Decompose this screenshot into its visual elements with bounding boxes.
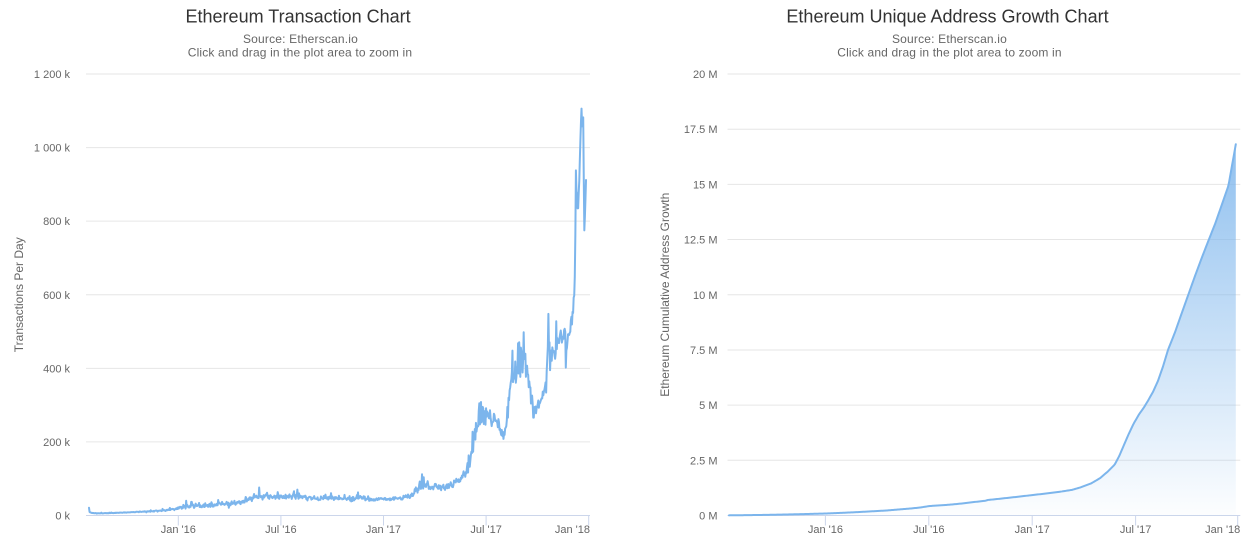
svg-text:7.5 M: 7.5 M	[690, 345, 718, 357]
svg-text:1 000 k: 1 000 k	[34, 143, 71, 155]
svg-text:20 M: 20 M	[693, 69, 717, 81]
svg-text:15 M: 15 M	[693, 179, 717, 191]
svg-text:10 M: 10 M	[693, 290, 717, 302]
svg-text:12.5 M: 12.5 M	[684, 235, 718, 247]
svg-text:Jul '16: Jul '16	[913, 524, 944, 536]
svg-text:Transactions Per Day: Transactions Per Day	[12, 237, 26, 352]
svg-text:Jan '16: Jan '16	[808, 524, 843, 536]
svg-text:Jan '17: Jan '17	[366, 524, 401, 536]
svg-text:0 k: 0 k	[55, 511, 70, 523]
svg-text:Click and drag in the plot are: Click and drag in the plot area to zoom …	[837, 46, 1061, 60]
svg-text:0 M: 0 M	[699, 511, 717, 523]
svg-text:17.5 M: 17.5 M	[684, 124, 718, 136]
svg-text:600 k: 600 k	[43, 290, 70, 302]
svg-text:Jan '16: Jan '16	[161, 524, 196, 536]
svg-text:Source: Etherscan.io: Source: Etherscan.io	[243, 32, 358, 46]
svg-text:Jul '17: Jul '17	[470, 524, 501, 536]
svg-text:1 200 k: 1 200 k	[34, 69, 71, 81]
svg-text:Click and drag in the plot are: Click and drag in the plot area to zoom …	[188, 46, 412, 60]
svg-text:Ethereum Unique Address Growth: Ethereum Unique Address Growth Chart	[786, 6, 1108, 26]
svg-text:5 M: 5 M	[699, 400, 717, 412]
svg-text:800 k: 800 k	[43, 216, 70, 228]
svg-text:Jan '18: Jan '18	[1205, 524, 1240, 536]
svg-text:400 k: 400 k	[43, 363, 70, 375]
svg-text:Jul '17: Jul '17	[1120, 524, 1151, 536]
svg-text:Ethereum Cumulative Address Gr: Ethereum Cumulative Address Growth	[658, 193, 672, 397]
svg-text:200 k: 200 k	[43, 437, 70, 449]
svg-text:Ethereum Transaction Chart: Ethereum Transaction Chart	[186, 6, 411, 26]
svg-text:Jan '18: Jan '18	[555, 524, 590, 536]
svg-text:Jan '17: Jan '17	[1015, 524, 1050, 536]
svg-text:2.5 M: 2.5 M	[690, 455, 718, 467]
svg-text:Source: Etherscan.io: Source: Etherscan.io	[892, 32, 1007, 46]
svg-text:Jul '16: Jul '16	[265, 524, 296, 536]
